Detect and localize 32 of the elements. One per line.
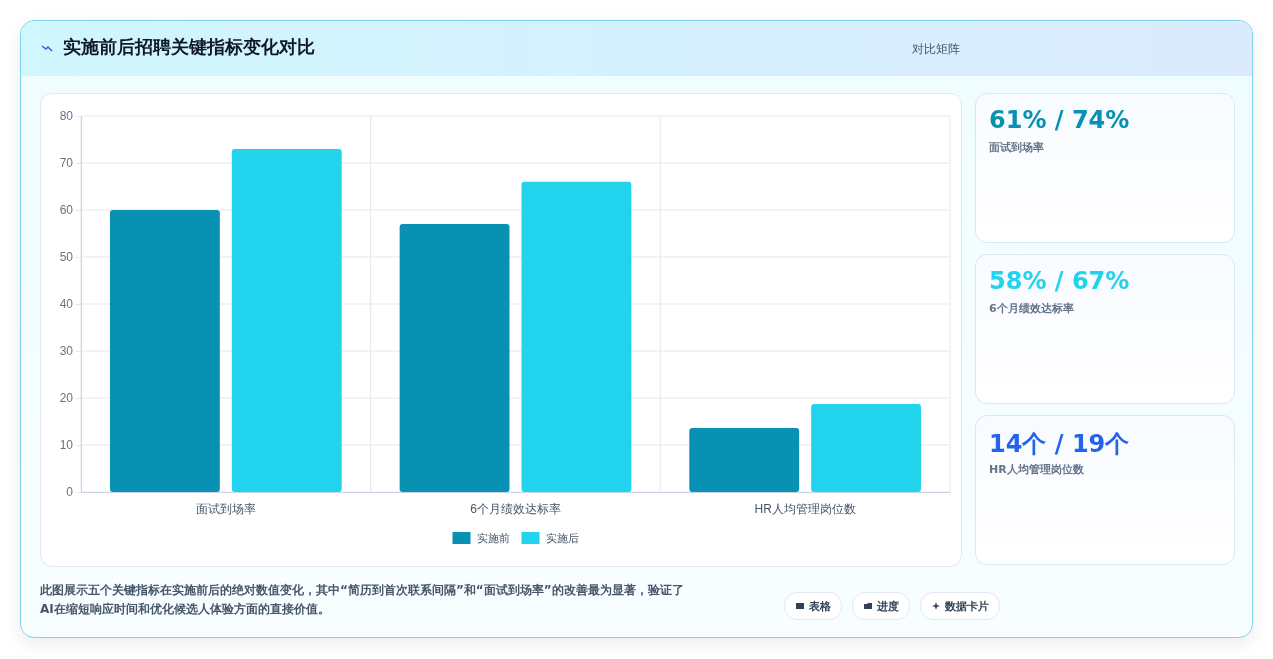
bar bbox=[689, 428, 800, 492]
text: 58% / 67% bbox=[989, 267, 1130, 295]
y-tick-label: 20 bbox=[59, 391, 74, 406]
text: 6个月绩效达标率 bbox=[989, 301, 1074, 316]
bar bbox=[231, 148, 342, 492]
bar bbox=[399, 224, 510, 492]
y-tick-label: 70 bbox=[59, 156, 74, 171]
text: 此图展示五个关键指标在实施前后的绝对数值变化，其中“简历到首次联系间隔”和“面试到场率”的改善最为显著，验证了AI在缩短响应时间和优化候选人体验方面的直接价值。 bbox=[40, 582, 685, 618]
text: 进度 bbox=[877, 598, 899, 614]
legend-label: 实施后 bbox=[545, 532, 579, 545]
text: 数据卡片 bbox=[945, 598, 989, 614]
legend-label: 实施前 bbox=[476, 532, 510, 545]
text: 14个 / 19个 bbox=[989, 429, 1130, 460]
y-tick-label: 0 bbox=[66, 485, 74, 500]
y-tick-label: 50 bbox=[59, 250, 74, 265]
text: 表格 bbox=[809, 598, 831, 614]
y-tick-label: 30 bbox=[59, 344, 74, 359]
text: 61% / 74% bbox=[989, 106, 1130, 134]
y-tick-label: 60 bbox=[59, 203, 74, 218]
x-tick-label: HR人均管理岗位数 bbox=[754, 501, 856, 516]
text: HR人均管理岗位数 bbox=[989, 462, 1084, 477]
x-tick-label: 面试到场率 bbox=[195, 501, 256, 516]
bar bbox=[811, 404, 922, 492]
text: 面试到场率 bbox=[989, 140, 1044, 155]
x-tick-label: 6个月绩效达标率 bbox=[470, 501, 561, 516]
y-tick-label: 80 bbox=[59, 109, 74, 124]
y-tick-label: 40 bbox=[59, 297, 74, 312]
bar bbox=[109, 210, 220, 492]
y-tick-label: 10 bbox=[59, 438, 74, 453]
bar bbox=[521, 181, 632, 492]
chart-subtitle: 对比矩阵 bbox=[912, 41, 960, 58]
chart-title: 实施前后招聘关键指标变化对比 bbox=[63, 35, 315, 59]
